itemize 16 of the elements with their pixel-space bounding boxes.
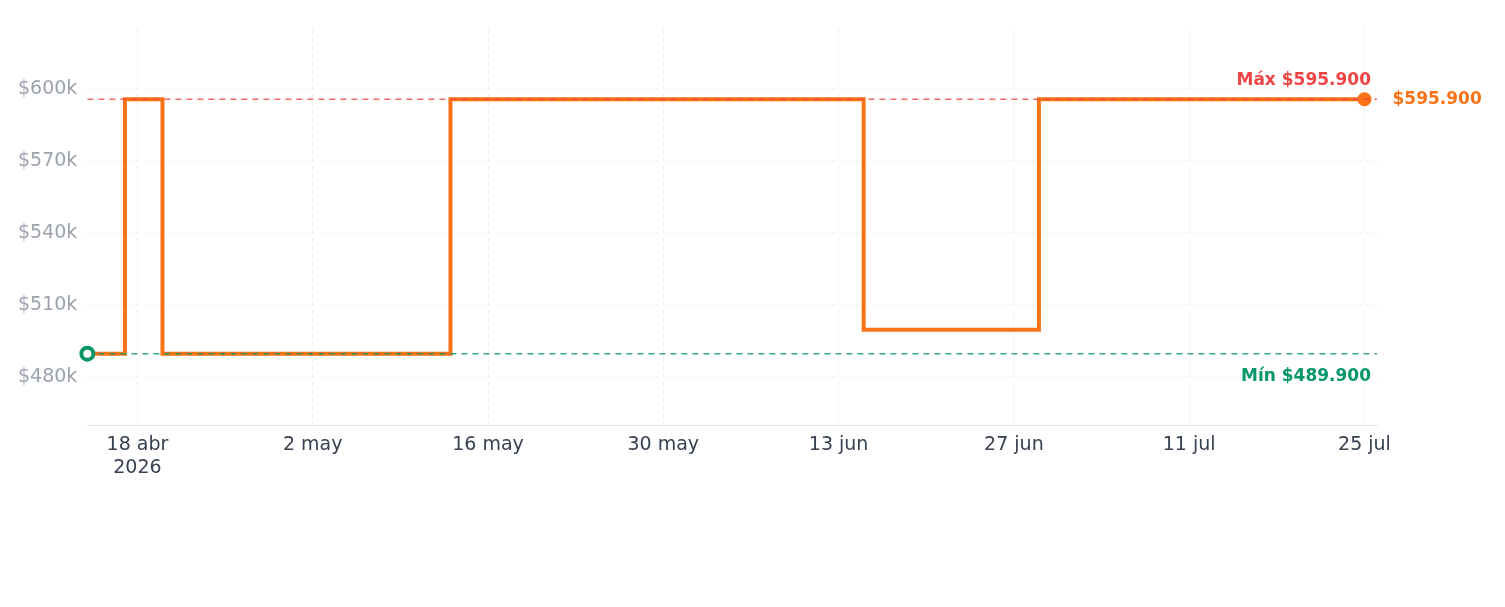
- x-tick-label: 30 may: [627, 431, 700, 454]
- x-tick-label: 13 jun: [808, 431, 869, 454]
- data-label: $595.900: [1392, 87, 1482, 108]
- y-tick-label: $510k: [18, 292, 78, 315]
- y-tick-label: $480k: [18, 364, 78, 387]
- x-tick-label: 18 abr 2026: [106, 431, 169, 477]
- x-tick-label: 27 jun: [984, 431, 1044, 454]
- x-tick-label: 25 jul: [1338, 431, 1391, 454]
- y-tick-label: $570k: [18, 148, 78, 171]
- y-tick-label: $540k: [18, 220, 78, 243]
- ref-line-label: Mín $489.900: [1240, 364, 1372, 385]
- x-tick-label: 11 jul: [1162, 431, 1216, 454]
- x-tick-label: 2 may: [282, 431, 343, 454]
- x-tick-label: 16 may: [452, 431, 524, 454]
- y-tick-label: $600k: [18, 76, 78, 99]
- ref-line-label: Máx $595.900: [1236, 69, 1372, 90]
